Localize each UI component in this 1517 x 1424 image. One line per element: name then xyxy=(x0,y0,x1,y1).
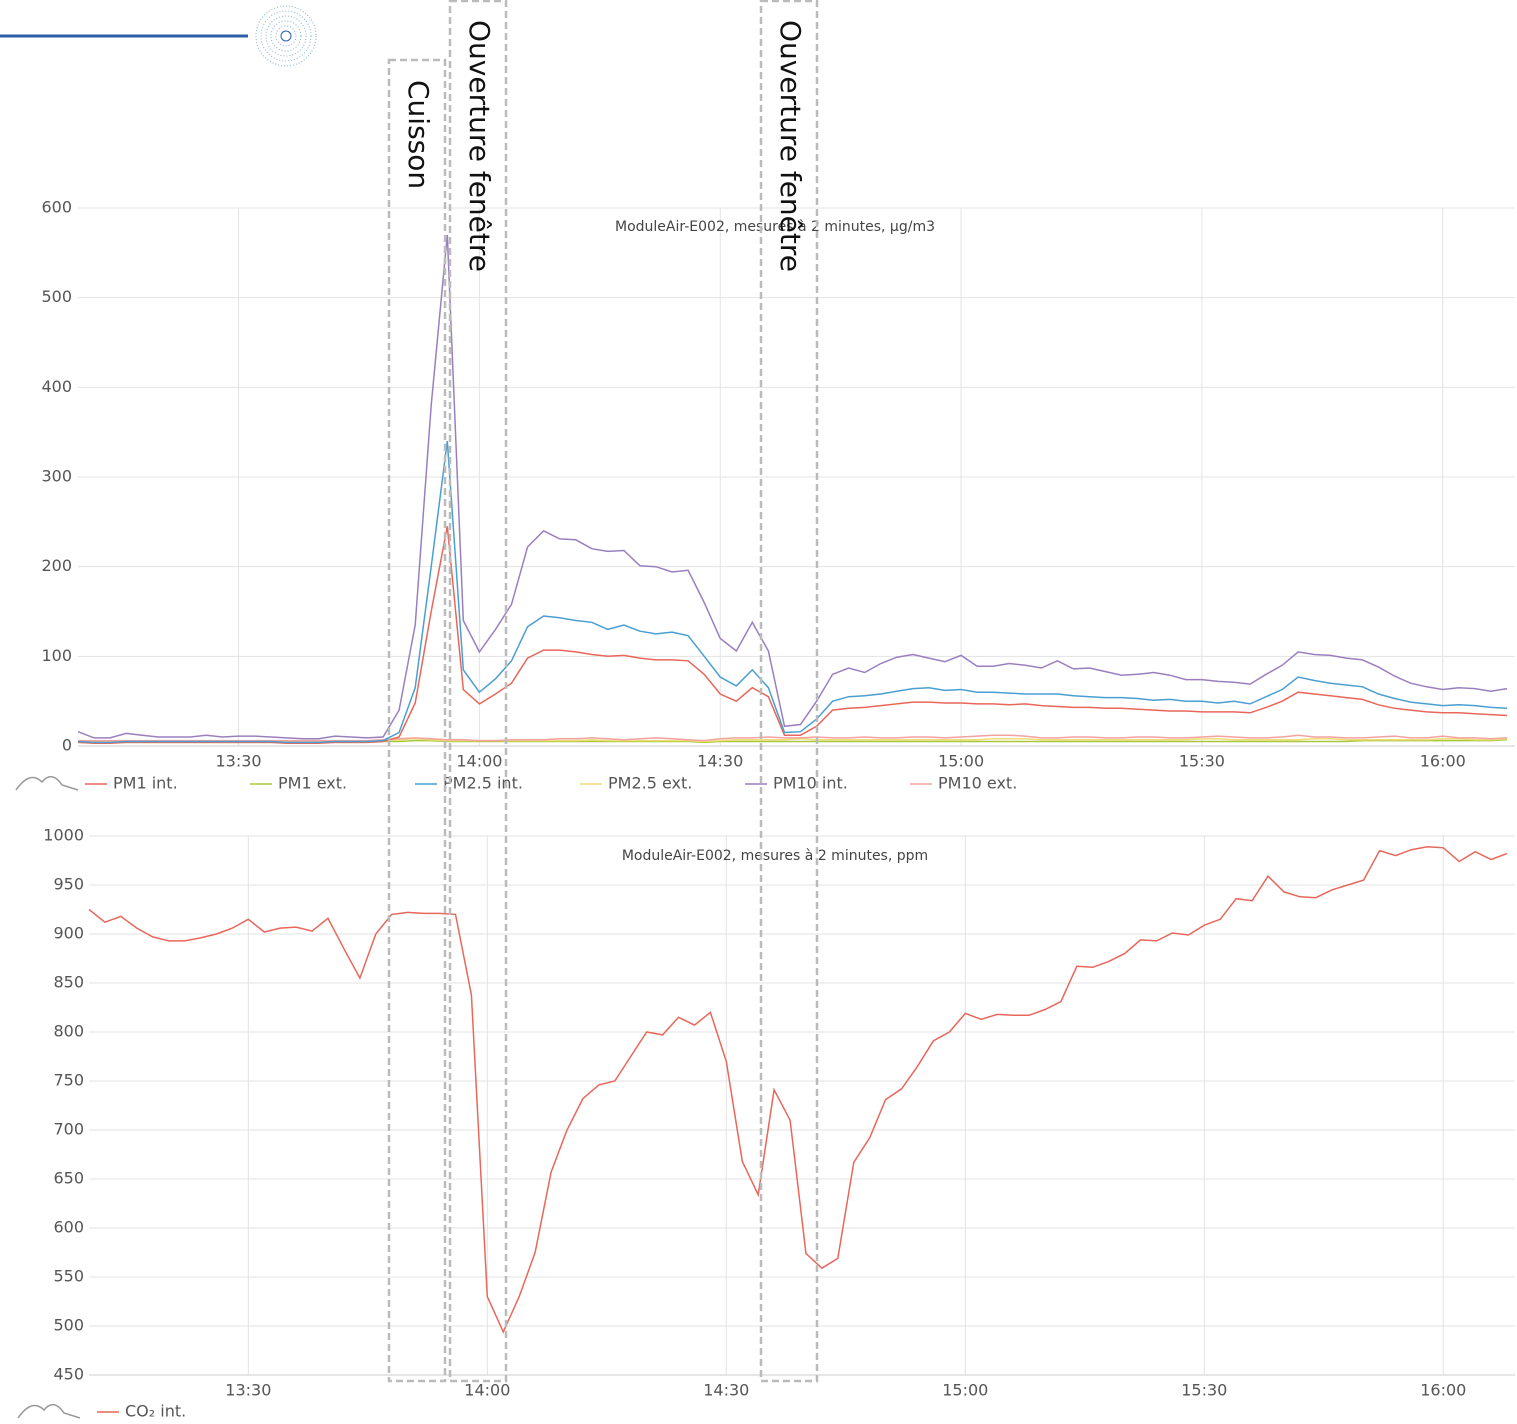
y-tick-label: 0 xyxy=(62,736,72,755)
annotation-label: Cuisson xyxy=(402,80,435,189)
series-line xyxy=(77,234,1508,740)
legend-icon xyxy=(17,1404,81,1419)
series-line xyxy=(78,738,1508,743)
y-tick-label: 450 xyxy=(53,1365,84,1384)
legend-label: PM2.5 int. xyxy=(443,774,523,793)
annotation-label: Ouverture fenêtre xyxy=(774,20,807,272)
y-tick-label: 300 xyxy=(41,467,72,486)
x-tick-label: 14:00 xyxy=(464,1381,510,1400)
annotation-box xyxy=(759,0,819,1383)
x-tick-label: 15:00 xyxy=(938,752,984,771)
y-tick-label: 950 xyxy=(53,875,84,894)
legend-label: PM10 ext. xyxy=(938,774,1017,793)
legend-label: PM10 int. xyxy=(773,774,848,793)
y-tick-label: 400 xyxy=(41,377,72,396)
x-tick-label: 16:00 xyxy=(1420,1381,1466,1400)
y-tick-label: 1000 xyxy=(43,826,84,845)
x-tick-label: 14:00 xyxy=(456,752,502,771)
legend-label: CO₂ int. xyxy=(125,1402,186,1421)
legend-label: PM2.5 ext. xyxy=(608,774,692,793)
series-line xyxy=(77,526,1508,745)
legend-label: PM1 ext. xyxy=(278,774,347,793)
x-tick-label: 15:00 xyxy=(942,1381,988,1400)
x-tick-label: 15:30 xyxy=(1181,1381,1227,1400)
y-tick-label: 200 xyxy=(41,556,72,575)
y-tick-label: 550 xyxy=(53,1267,84,1286)
x-tick-label: 16:00 xyxy=(1420,752,1466,771)
x-tick-label: 14:30 xyxy=(703,1381,749,1400)
annotation-box xyxy=(387,58,447,1383)
y-tick-label: 850 xyxy=(53,973,84,992)
x-tick-label: 13:30 xyxy=(216,752,262,771)
y-tick-label: 650 xyxy=(53,1169,84,1188)
y-tick-label: 800 xyxy=(53,1022,84,1041)
y-tick-label: 600 xyxy=(53,1218,84,1237)
y-tick-label: 900 xyxy=(53,924,84,943)
x-tick-label: 14:30 xyxy=(697,752,743,771)
series-line xyxy=(78,734,1508,742)
annotation-label: Ouverture fenêtre xyxy=(463,20,496,272)
logo xyxy=(255,5,317,67)
legend-label: PM1 int. xyxy=(113,774,178,793)
y-tick-label: 700 xyxy=(53,1120,84,1139)
series-line xyxy=(88,846,1508,1334)
x-tick-label: 15:30 xyxy=(1179,752,1225,771)
y-tick-label: 100 xyxy=(41,646,72,665)
series-line xyxy=(77,441,1508,744)
y-tick-label: 600 xyxy=(41,198,72,217)
chart-subtitle: ModuleAir-E002, mesures à 2 minutes, ppm xyxy=(622,848,928,864)
y-tick-label: 500 xyxy=(41,287,72,306)
annotation-box xyxy=(448,0,508,1383)
x-tick-label: 13:30 xyxy=(225,1381,271,1400)
y-tick-label: 750 xyxy=(53,1071,84,1090)
chart-subtitle: ModuleAir-E002, mesures à 2 minutes, µg/… xyxy=(615,219,935,235)
legend-icon xyxy=(15,776,79,791)
y-tick-label: 500 xyxy=(53,1316,84,1335)
